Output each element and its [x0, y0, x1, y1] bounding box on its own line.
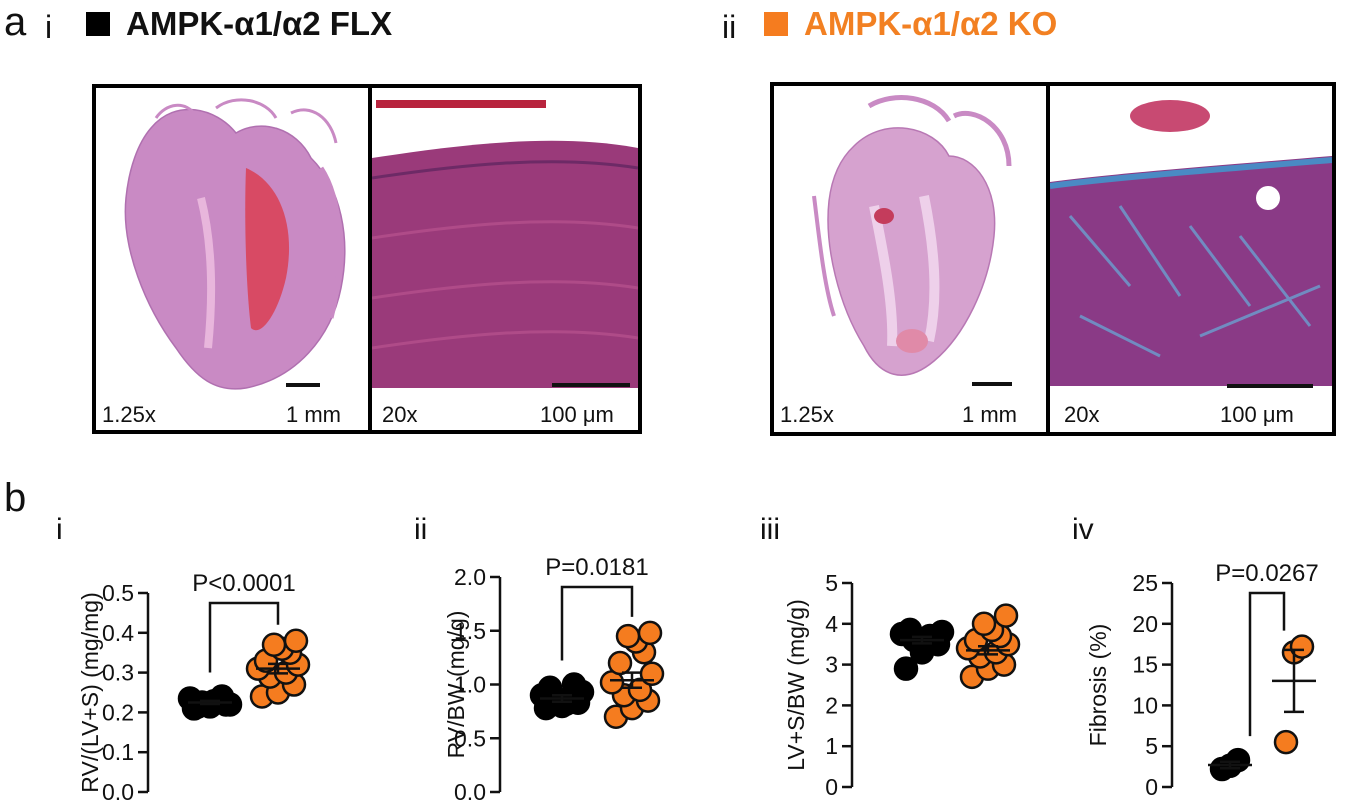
y-tick-label: 0.0 — [102, 779, 134, 805]
ko-label: AMPK-α1/α2 KO — [804, 5, 1058, 42]
flx-high-mag-label: 20x — [382, 402, 418, 427]
flx-heart-section-image — [124, 98, 346, 390]
y-tick-label: 15 — [1132, 652, 1158, 678]
ko-high-mag-label: 20x — [1064, 402, 1100, 427]
y-tick-label: 1.5 — [454, 618, 486, 644]
flx-low-mag-scale-label: 1 mm — [286, 402, 341, 427]
ko-low-mag-label: 1.25x — [780, 402, 834, 427]
y-tick-label: 0 — [1145, 774, 1158, 800]
chart-rv-lvs-ratio: i RV/(LV+S) (mg/mg) 0.0 0.1 0.2 0.3 0.4 0.5 P<0.… — [56, 513, 311, 805]
y-tick-label: 25 — [1132, 570, 1158, 596]
p-value-label: P=0.0267 — [1215, 560, 1318, 587]
data-point-ko — [627, 677, 653, 703]
ko-low-mag-scale-bar — [972, 382, 1012, 386]
flx-low-mag-scale-bar — [286, 383, 320, 387]
data-point-ko — [1273, 729, 1299, 755]
data-point-ko — [615, 623, 641, 649]
p-value-label: P=0.0181 — [545, 554, 648, 581]
y-tick-label: 2.0 — [454, 564, 486, 590]
ko-heart-section-image — [812, 95, 1012, 386]
y-tick-label: 0.5 — [454, 725, 486, 751]
significance-bracket — [560, 585, 634, 661]
panel-a-right-roman: ii — [722, 9, 737, 45]
flx-legend-square — [86, 12, 110, 36]
y-tick-label: 0.1 — [102, 739, 134, 765]
y-tick-label: 0 — [825, 774, 838, 800]
y-tick-label: 5 — [825, 570, 838, 596]
chart-roman-label: i — [56, 513, 63, 546]
data-point-ko — [283, 628, 309, 654]
y-axis-title: LV+S/BW (mg/g) — [783, 599, 809, 770]
chart-roman-label: iv — [1072, 513, 1094, 546]
data-point-ko — [993, 603, 1019, 628]
y-tick-label: 1.0 — [454, 672, 486, 698]
y-tick-label: 4 — [825, 611, 838, 637]
flx-high-mag-scale-label: 100 μm — [540, 402, 614, 427]
data-point-ko — [607, 650, 633, 676]
y-tick-label: 0.4 — [102, 620, 134, 646]
ko-micrograph-frame: 1.25x 1 mm 20x 100 μm — [770, 82, 1336, 436]
y-tick-label: 2 — [825, 692, 838, 718]
flx-high-mag-scale-bar — [552, 383, 630, 387]
chart-roman-label: iii — [760, 513, 780, 546]
significance-bracket — [208, 601, 280, 673]
y-axis-title: RV/BW (mg/g) — [443, 611, 469, 759]
panel-a-letter: a — [4, 0, 27, 44]
ko-high-mag-scale-bar — [1227, 384, 1313, 388]
y-tick-label: 0.2 — [102, 699, 134, 725]
flx-micrograph-frame: 1.25x 1 mm 20x 100 μm — [92, 84, 642, 434]
p-value-label: P<0.0001 — [192, 570, 295, 597]
frame-divider — [368, 88, 372, 430]
chart-lvs-bw: iii LV+S/BW (mg/g) 0 1 2 3 4 5 — [760, 513, 1021, 800]
flx-tissue-20x-image — [372, 88, 638, 430]
frame-divider — [1046, 86, 1050, 432]
data-point-ko — [1289, 634, 1315, 659]
data-point-flx — [893, 656, 919, 681]
data-point-ko — [971, 611, 997, 637]
panel-a-left-roman: i — [45, 9, 53, 45]
y-tick-label: 0.3 — [102, 660, 134, 686]
ko-high-mag-scale-label: 100 μm — [1220, 402, 1294, 427]
data-point-ko — [639, 661, 665, 686]
data-point-ko — [261, 632, 287, 657]
y-tick-label: 1 — [825, 733, 838, 759]
y-tick-label: 20 — [1132, 611, 1158, 637]
flx-title: AMPK-α1/α2 FLX — [86, 7, 392, 40]
y-tick-label: 10 — [1132, 692, 1158, 718]
flx-label: AMPK-α1/α2 FLX — [126, 5, 393, 42]
ko-title: AMPK-α1/α2 KO — [764, 7, 1057, 40]
flx-low-mag-label: 1.25x — [102, 402, 156, 427]
ko-tissue-20x-image — [1050, 86, 1332, 432]
chart-roman-label: ii — [414, 513, 427, 546]
y-tick-label: 5 — [1145, 733, 1158, 759]
data-point-ko — [637, 620, 663, 646]
panel-b-letter: b — [4, 476, 27, 520]
chart-fibrosis: iv Fibrosis (%) 0 5 10 15 20 25 P=0.0267 — [1072, 513, 1319, 800]
y-axis-title: RV/(LV+S) (mg/mg) — [77, 592, 103, 792]
y-tick-label: 0.5 — [102, 580, 134, 606]
y-tick-label: 3 — [825, 652, 838, 678]
ko-legend-square — [764, 12, 788, 36]
y-axis-title: Fibrosis (%) — [1085, 624, 1111, 747]
ko-low-mag-scale-label: 1 mm — [962, 402, 1017, 427]
y-tick-label: 0.0 — [454, 779, 486, 805]
significance-bracket — [1248, 591, 1286, 737]
chart-rv-bw: ii RV/BW (mg/g) 0.0 0.5 1.0 1.5 2.0 P=0.0181 — [414, 513, 665, 805]
